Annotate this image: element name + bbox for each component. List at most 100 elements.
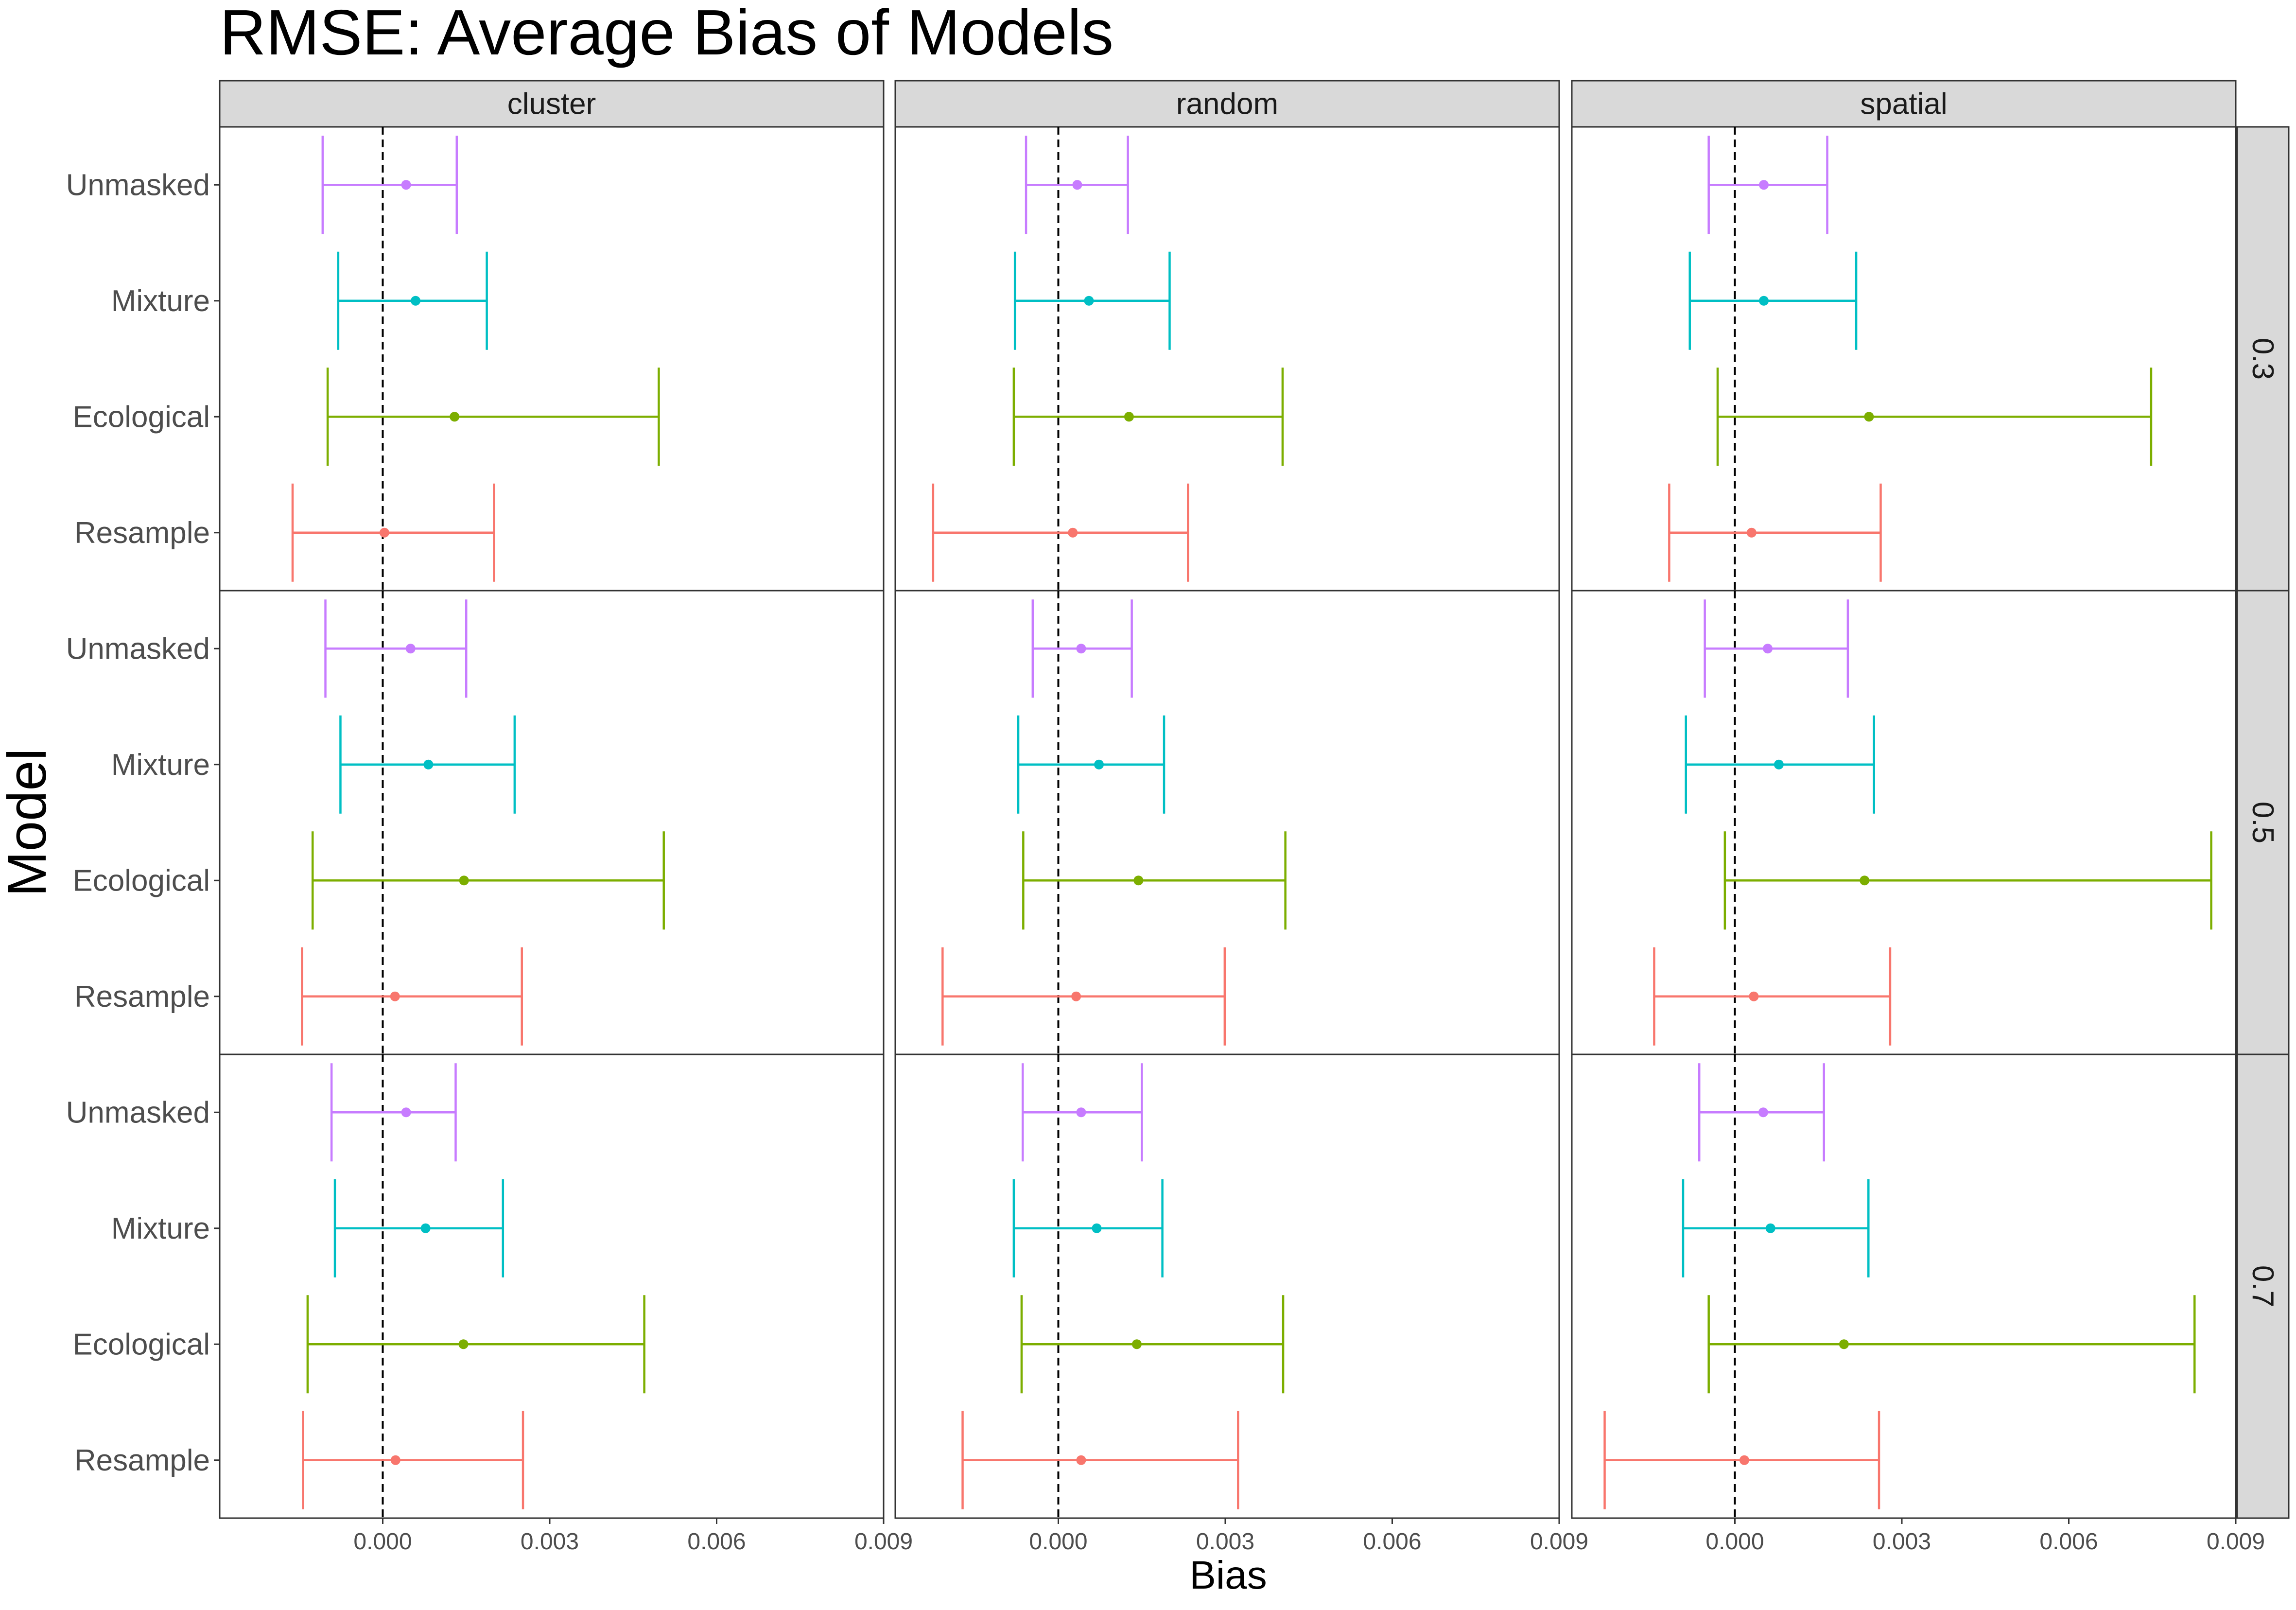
strip-background bbox=[894, 80, 1560, 128]
errorbar-ecological bbox=[1723, 831, 2212, 930]
panel-random-0-3 bbox=[894, 126, 1560, 592]
strip-label: 0.7 bbox=[2246, 1265, 2279, 1307]
errorbar-mixture bbox=[337, 251, 488, 350]
mean-point bbox=[1860, 875, 1870, 886]
mean-point bbox=[458, 1339, 469, 1349]
y-tick-label-unmasked: Unmasked bbox=[66, 168, 210, 202]
y-tick-label-resample: Resample bbox=[74, 1444, 210, 1477]
errorbar-unmasked bbox=[321, 136, 458, 234]
errorbar-ecological bbox=[1716, 368, 2153, 466]
mean-point bbox=[1072, 180, 1082, 190]
mean-point bbox=[1092, 1223, 1102, 1233]
mean-point bbox=[401, 180, 411, 190]
mean-point bbox=[405, 644, 416, 654]
mean-point bbox=[379, 527, 389, 538]
mean-point bbox=[1076, 1455, 1086, 1465]
errorbar-mixture bbox=[339, 715, 516, 814]
errorbar-ecological bbox=[326, 368, 660, 466]
errorbar-mixture bbox=[1685, 715, 1875, 814]
strip-col-cluster: cluster bbox=[219, 80, 885, 128]
errorbar-mixture bbox=[1682, 1179, 1870, 1278]
x-tick-label: 0.009 bbox=[854, 1529, 913, 1555]
mean-point bbox=[1746, 527, 1757, 538]
strip-row-0-3: 0.3 bbox=[2236, 126, 2290, 592]
x-tick-label: 0.003 bbox=[1196, 1529, 1254, 1555]
panel-random-0-7 bbox=[894, 1053, 1560, 1519]
mean-point bbox=[423, 759, 434, 770]
y-tick-label-unmasked: Unmasked bbox=[66, 1096, 210, 1129]
errorbar-resample bbox=[302, 1411, 524, 1509]
errorbar-ecological bbox=[306, 1295, 645, 1394]
errorbar-resample bbox=[941, 947, 1226, 1046]
mean-point bbox=[1763, 644, 1773, 654]
panel-random-0-5 bbox=[894, 590, 1560, 1055]
mean-point bbox=[1749, 991, 1759, 1001]
mean-point bbox=[401, 1107, 411, 1118]
mean-point bbox=[1076, 1107, 1086, 1118]
panel-border bbox=[894, 126, 1560, 592]
y-tick-label-ecological: Ecological bbox=[72, 400, 210, 434]
errorbar-resample bbox=[301, 947, 523, 1046]
panel-spatial-0-3 bbox=[1571, 126, 2237, 592]
x-tick-label: 0.009 bbox=[2207, 1529, 2265, 1555]
mean-point bbox=[1774, 759, 1784, 770]
x-tick-label: 0.000 bbox=[1705, 1529, 1764, 1555]
mean-point bbox=[411, 296, 421, 306]
strip-label: cluster bbox=[507, 88, 596, 121]
errorbar-unmasked bbox=[1704, 599, 1849, 698]
errorbar-unmasked bbox=[324, 599, 468, 698]
chart-title: RMSE: Average Bias of Models bbox=[220, 0, 1113, 68]
panel-border bbox=[894, 1053, 1560, 1519]
errorbar-mixture bbox=[1017, 715, 1165, 814]
y-tick-label-mixture: Mixture bbox=[111, 284, 210, 318]
panel-border bbox=[1571, 590, 2237, 1055]
y-tick-label-mixture: Mixture bbox=[111, 1212, 210, 1245]
panel-border bbox=[1571, 126, 2237, 592]
y-tick-label-unmasked: Unmasked bbox=[66, 632, 210, 665]
errorbar-resample bbox=[932, 483, 1189, 582]
y-axis-title: Model bbox=[0, 748, 57, 896]
mean-point bbox=[1076, 644, 1086, 654]
mean-point bbox=[420, 1223, 431, 1233]
errorbar-resample bbox=[1653, 947, 1892, 1046]
strip-row-0-5: 0.5 bbox=[2236, 590, 2290, 1055]
strip-label: random bbox=[1176, 88, 1278, 121]
errorbar-unmasked bbox=[1025, 136, 1129, 234]
errorbar-ecological bbox=[311, 831, 665, 930]
x-axis-title: Bias bbox=[1189, 1553, 1267, 1597]
strip-label: 0.5 bbox=[2246, 802, 2279, 843]
x-tick-label: 0.009 bbox=[1530, 1529, 1588, 1555]
panel-border bbox=[219, 126, 885, 592]
x-tick-label: 0.006 bbox=[687, 1529, 746, 1555]
y-tick-label-ecological: Ecological bbox=[72, 864, 210, 897]
errorbar-resample bbox=[291, 483, 495, 582]
mean-point bbox=[450, 412, 460, 422]
mean-point bbox=[1765, 1223, 1775, 1233]
x-tick-label: 0.006 bbox=[2039, 1529, 2098, 1555]
errorbar-mixture bbox=[1012, 1179, 1164, 1278]
y-tick-label-mixture: Mixture bbox=[111, 748, 210, 782]
y-tick-label-resample: Resample bbox=[74, 980, 210, 1014]
mean-point bbox=[390, 1455, 400, 1465]
facets-layer: cluster random spatial 0.3 0.5 0.7 Unmasked Mix… bbox=[66, 80, 2290, 1555]
x-tick-label: 0.003 bbox=[1873, 1529, 1931, 1555]
mean-point bbox=[1068, 527, 1078, 538]
strip-col-spatial: spatial bbox=[1571, 80, 2237, 128]
errorbar-unmasked bbox=[1707, 136, 1828, 234]
panel-spatial-0-7 bbox=[1571, 1053, 2237, 1519]
errorbar-resample bbox=[961, 1411, 1239, 1509]
strip-background bbox=[2236, 1053, 2290, 1519]
errorbar-resample bbox=[1668, 483, 1882, 582]
errorbar-unmasked bbox=[1021, 1063, 1143, 1162]
errorbar-unmasked bbox=[1031, 599, 1133, 698]
panel-border bbox=[1571, 1053, 2237, 1519]
mean-point bbox=[390, 991, 400, 1001]
strip-label: spatial bbox=[1860, 88, 1947, 121]
mean-point bbox=[1124, 412, 1134, 422]
mean-point bbox=[1759, 180, 1769, 190]
mean-point bbox=[1094, 759, 1104, 770]
errorbar-unmasked bbox=[330, 1063, 457, 1162]
strip-label: 0.3 bbox=[2246, 338, 2279, 380]
errorbar-ecological bbox=[1707, 1295, 2196, 1394]
